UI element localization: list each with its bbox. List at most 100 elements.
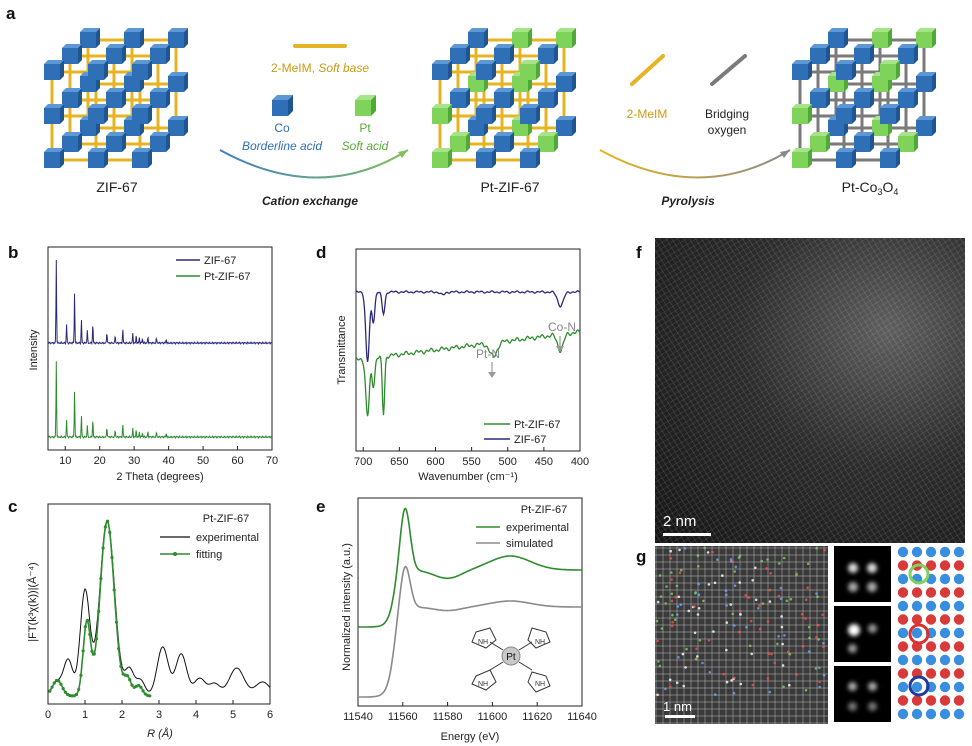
atom-dot — [656, 639, 659, 643]
model-atom — [939, 600, 951, 612]
atom-dot — [779, 597, 783, 600]
atom-dot — [671, 613, 674, 617]
tick-label: 500 — [499, 456, 517, 468]
atom-dot — [732, 691, 736, 695]
atom-dot — [730, 679, 733, 682]
pt-node-icon — [556, 28, 576, 48]
model-atom — [911, 708, 923, 720]
atom-dot — [738, 630, 741, 634]
atom-dot — [664, 602, 667, 605]
co-node-icon — [124, 28, 144, 48]
atom-dot — [739, 613, 742, 616]
atom-dot — [678, 548, 681, 552]
co-node-icon — [880, 104, 900, 124]
pt-site-marker-red — [908, 623, 930, 645]
pt-imidazole-complex-icon — [471, 627, 551, 693]
co-node-icon — [62, 44, 82, 64]
pt-node-icon — [898, 132, 918, 152]
atom-dot — [733, 570, 736, 573]
annotation-ptn: Pt-N — [476, 347, 500, 361]
co-node-icon — [792, 60, 812, 80]
fit-point — [105, 519, 110, 523]
co-node-icon — [538, 88, 558, 108]
atom-dot — [721, 574, 724, 577]
atomic-model-strip — [897, 546, 965, 720]
stem-image-g: 1 nm — [655, 546, 828, 724]
co-node-icon — [168, 28, 188, 48]
atom-dot — [768, 588, 772, 592]
panel-label-b: b — [8, 243, 19, 262]
co-node-icon — [810, 44, 830, 64]
model-atom — [953, 560, 965, 571]
atom-dot — [707, 639, 711, 642]
fit-point — [94, 637, 99, 641]
atom-dot — [768, 690, 771, 694]
atom-dot — [804, 617, 807, 620]
xanes-series-experimental — [358, 507, 582, 628]
atom-dot — [711, 550, 714, 554]
arrowhead-2 — [780, 150, 790, 158]
co-node-icon — [476, 60, 496, 80]
tick-label: 5 — [230, 709, 236, 721]
co-node-icon — [836, 104, 856, 124]
atom-dot — [760, 559, 764, 563]
model-atom — [953, 668, 965, 679]
atom-dot — [675, 681, 679, 685]
atom-dot — [821, 613, 824, 617]
co-node-icon — [44, 104, 64, 124]
atom-dot — [677, 595, 681, 599]
model-atom — [897, 681, 909, 693]
co-node-icon — [828, 28, 848, 48]
model-atom — [897, 627, 909, 639]
pt-site-marker-green — [908, 563, 930, 585]
atom-dot — [777, 634, 780, 638]
atom-dot — [693, 605, 696, 608]
fit-point — [74, 692, 79, 697]
pt-node-icon — [916, 28, 936, 48]
co-cube-icon — [272, 95, 293, 116]
co-node-icon — [916, 116, 936, 136]
pt-node-icon — [520, 60, 540, 80]
atom-dot — [754, 566, 757, 570]
model-atom — [939, 695, 951, 706]
pt-node-icon — [880, 60, 900, 80]
model-atom — [925, 560, 937, 571]
atom-dot — [655, 619, 659, 623]
fit-point — [52, 681, 56, 685]
atom-dot — [658, 664, 662, 668]
atom-dot — [694, 657, 698, 661]
oxygen-rod-icon — [710, 54, 747, 86]
atom-dot — [733, 584, 737, 587]
legend-ptzif67-d: Pt-ZIF-67 — [514, 419, 560, 431]
stem-inset-2 — [834, 606, 891, 662]
atom-dot — [734, 565, 738, 569]
tick-label: 6 — [267, 709, 273, 721]
panel-label-f: f — [636, 243, 642, 262]
ftir-xlabel: Wavenumber (cm⁻¹) — [418, 471, 518, 483]
pt-acid-label: Soft acid — [342, 139, 389, 153]
model-atom — [939, 668, 951, 679]
fit-point — [61, 687, 65, 691]
co-node-icon — [916, 72, 936, 92]
atom-dot — [687, 609, 691, 613]
atom-dot — [724, 589, 728, 592]
atom-dot — [822, 642, 825, 645]
model-atom — [953, 600, 965, 612]
model-atom — [939, 560, 951, 571]
atom-dot — [698, 639, 702, 642]
co-node-icon — [132, 148, 152, 168]
tick-label: 70 — [266, 455, 278, 467]
atom-dot — [781, 664, 785, 667]
model-atom — [953, 708, 965, 720]
tick-label: 450 — [535, 456, 553, 468]
atom-dot — [714, 693, 717, 696]
fit-point — [81, 649, 85, 653]
model-atom — [953, 641, 965, 652]
atom-dot — [739, 609, 742, 613]
model-atom — [925, 708, 937, 720]
exafs-chart: |FT(k³χ(k))|(Å⁻⁴) 0 1 2 3 4 5 6 Pt-ZIF-67 expe… — [26, 503, 273, 740]
atom-dot — [679, 568, 683, 572]
stem-inset-1 — [834, 546, 891, 602]
model-atom — [897, 546, 909, 558]
fit-point — [117, 647, 121, 651]
